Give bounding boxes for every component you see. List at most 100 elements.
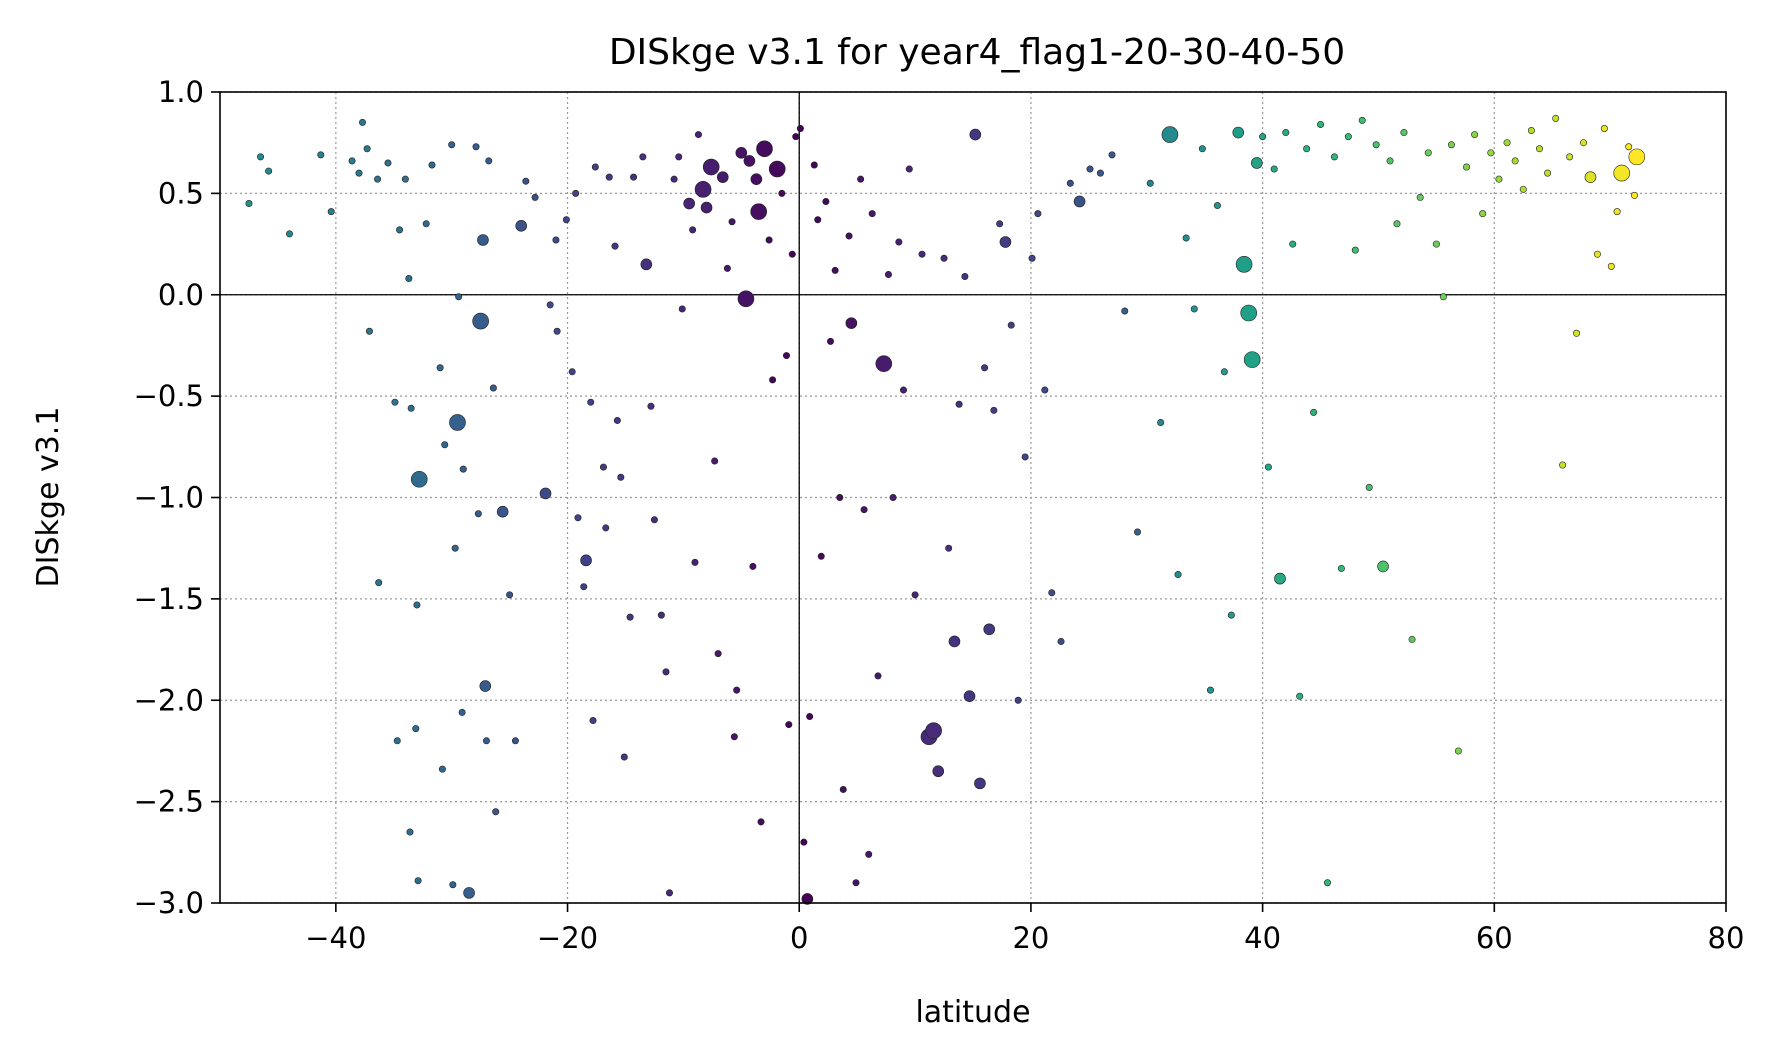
- scatter-point: [932, 765, 945, 778]
- scatter-point: [728, 218, 736, 226]
- scatter-point: [449, 414, 466, 431]
- scatter-point: [522, 177, 530, 185]
- scatter-point: [963, 690, 976, 702]
- scatter-point: [1274, 572, 1286, 585]
- scatter-point: [1471, 131, 1479, 139]
- scatter-point: [459, 465, 467, 473]
- scatter-point: [1041, 386, 1049, 394]
- scatter-point: [948, 635, 961, 648]
- scatter-point: [940, 254, 948, 262]
- scatter-point: [1213, 202, 1221, 210]
- scatter-point: [694, 181, 712, 198]
- scatter-point: [827, 337, 835, 345]
- scatter-point: [257, 153, 265, 161]
- scatter-point: [918, 250, 926, 258]
- scatter-point: [245, 200, 253, 208]
- scatter-point: [1625, 143, 1633, 151]
- scatter-point: [737, 290, 755, 308]
- y-tick-label: −3.0: [134, 886, 204, 920]
- scatter-point: [785, 721, 793, 729]
- x-axis: −40 −20 0 20 40 60 80: [305, 903, 1744, 955]
- scatter-point: [969, 128, 982, 141]
- scatter-point: [1607, 262, 1615, 270]
- scatter-point: [405, 275, 413, 283]
- scatter-point: [489, 384, 497, 392]
- scatter-point: [640, 258, 653, 271]
- scatter-point: [1613, 208, 1621, 216]
- scatter-point: [675, 153, 683, 161]
- scatter-point: [1566, 153, 1574, 161]
- scatter-point: [874, 672, 882, 680]
- chart-title: DISkge v3.1 for year4_flag1-20-30-40-50: [609, 32, 1345, 73]
- scatter-point: [1559, 461, 1567, 469]
- scatter-point: [1310, 408, 1318, 416]
- scatter-point: [723, 264, 731, 272]
- scatter-point: [884, 270, 892, 278]
- scatter-point: [630, 173, 638, 181]
- reference-lines: [220, 92, 1726, 903]
- x-tick-label: −20: [537, 921, 598, 955]
- scatter-point: [358, 118, 366, 126]
- scatter-point: [1424, 149, 1432, 157]
- scatter-point: [1021, 453, 1029, 461]
- scatter-point: [317, 151, 325, 159]
- scatter-point: [506, 591, 514, 599]
- scatter-point: [572, 189, 580, 197]
- scatter-point: [1503, 139, 1511, 147]
- scatter-point: [428, 161, 436, 169]
- scatter-point: [1235, 256, 1253, 273]
- scatter-point: [602, 524, 610, 532]
- scatter-point: [327, 208, 335, 216]
- scatter-point: [852, 879, 860, 887]
- scatter-point: [492, 808, 500, 816]
- scatter-point: [441, 441, 449, 449]
- scatter-point: [1552, 114, 1560, 122]
- scatter-point: [393, 737, 401, 745]
- scatter-point: [778, 189, 786, 197]
- scatter-point: [1227, 611, 1235, 619]
- scatter-point: [410, 470, 428, 488]
- scatter-point: [857, 175, 865, 183]
- scatter-point: [711, 457, 719, 465]
- scatter-point: [355, 169, 363, 177]
- scatter-point: [348, 157, 356, 165]
- scatter-point: [1377, 560, 1389, 573]
- scatter-point: [782, 352, 790, 360]
- y-tick-label: −2.5: [134, 785, 204, 819]
- scatter-point: [413, 601, 421, 609]
- scatter-point: [1447, 141, 1455, 149]
- scatter-point: [1323, 879, 1331, 887]
- scatter-point: [757, 818, 765, 826]
- x-tick-label: −40: [305, 921, 366, 955]
- scatter-point: [743, 155, 756, 167]
- scatter-point: [1057, 637, 1065, 645]
- scatter-point: [1519, 185, 1527, 193]
- scatter-point: [868, 210, 876, 218]
- scatter-point: [1146, 179, 1154, 187]
- scatter-point: [1007, 321, 1015, 329]
- scatter-point: [1408, 635, 1416, 643]
- scatter-point: [817, 552, 825, 560]
- scatter-point: [1028, 254, 1036, 262]
- scatter-point: [448, 141, 456, 149]
- scatter-point: [539, 487, 552, 500]
- scatter-point: [1034, 210, 1042, 218]
- scatter-point: [1337, 564, 1345, 572]
- scatter-point: [1264, 463, 1272, 471]
- scatter-point: [546, 301, 554, 309]
- scatter-point: [463, 887, 475, 899]
- scatter-point: [735, 147, 748, 159]
- scatter-point: [1416, 193, 1424, 201]
- scatter-point: [716, 171, 729, 183]
- scatter-point: [836, 493, 844, 501]
- scatter-point: [683, 197, 695, 210]
- scatter-point: [845, 317, 858, 329]
- scatter-point: [1358, 116, 1366, 124]
- scatter-point: [611, 242, 619, 250]
- scatter-point: [1400, 129, 1408, 137]
- y-tick-label: −1.0: [134, 481, 204, 515]
- scatter-point: [689, 226, 697, 234]
- scatter-point: [1544, 169, 1552, 177]
- scatter-point: [1511, 157, 1519, 165]
